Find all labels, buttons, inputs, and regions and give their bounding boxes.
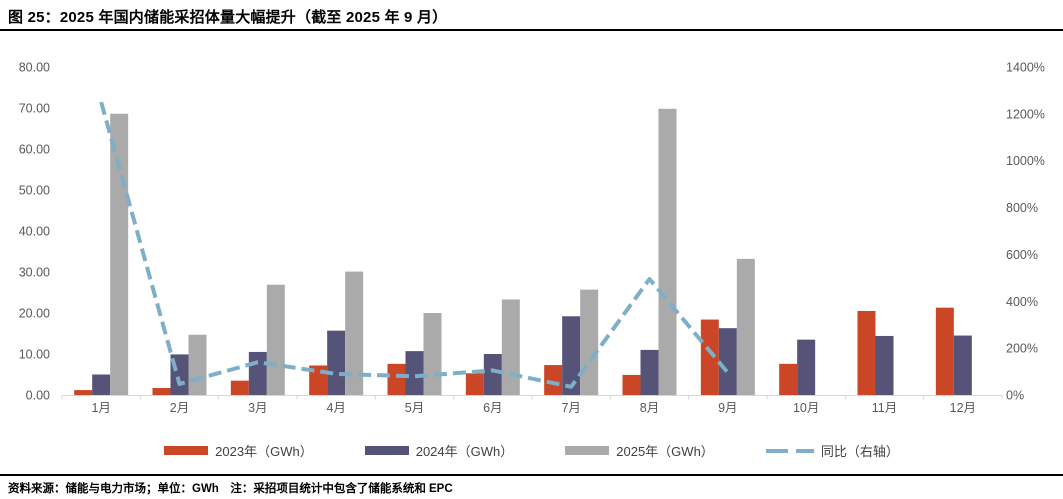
- chart-plot-area: 0.00 10.00 20.00 30.00 40.00 50.00 60.00 70.00 8…: [19, 61, 1045, 416]
- bar: [345, 271, 364, 395]
- bar: [92, 374, 111, 395]
- x-axis-category-label: 3月: [248, 401, 267, 415]
- legend-dashed-line-icon: [765, 448, 814, 453]
- y-axis-left-tick-label: 70.00: [19, 102, 50, 116]
- bar: [501, 299, 520, 395]
- x-axis-category-label: 12月: [950, 401, 976, 415]
- x-axis: 1月 2月 3月 4月 5月 6月 7月 8月 9月 10月 11月 12月: [61, 395, 1003, 415]
- y-axis-right: 0% 200% 400% 600% 800% 1000% 1200% 1400%: [1006, 61, 1045, 403]
- bar: [423, 313, 442, 395]
- legend-item-2023: 2023年（GWh）: [164, 441, 313, 460]
- y-axis-left-tick-label: 50.00: [19, 184, 50, 198]
- y-axis-left-tick-label: 20.00: [19, 307, 50, 321]
- bar: [562, 316, 581, 395]
- y-axis-right-tick-label: 1000%: [1006, 154, 1045, 168]
- legend-item-yoy: 同比（右轴）: [765, 441, 899, 460]
- x-axis-category-label: 6月: [483, 401, 502, 415]
- y-axis-left-tick-label: 60.00: [19, 143, 50, 157]
- bar: [736, 258, 755, 395]
- bar-series-1: [92, 316, 972, 395]
- legend-label-2023: 2023年（GWh）: [215, 444, 313, 459]
- legend-label-yoy: 同比（右轴）: [820, 444, 899, 459]
- bar: [622, 374, 641, 395]
- chart-title: 图 25：2025 年国内储能采招体量大幅提升（截至 2025 年 9 月）: [8, 9, 448, 26]
- y-axis-left: 0.00 10.00 20.00 30.00 40.00 50.00 60.00 70.00 8…: [19, 61, 50, 403]
- y-axis-right-tick-label: 1400%: [1006, 61, 1045, 75]
- bar: [483, 354, 502, 395]
- bar: [658, 108, 677, 395]
- bar: [797, 339, 816, 395]
- x-axis-category-label: 10月: [793, 401, 819, 415]
- y-axis-left-tick-label: 30.00: [19, 266, 50, 280]
- bar: [857, 310, 876, 395]
- title-underline: [0, 29, 1063, 31]
- y-axis-right-tick-label: 200%: [1006, 342, 1038, 356]
- y-axis-right-tick-label: 600%: [1006, 248, 1038, 262]
- bar: [700, 319, 719, 395]
- legend-label-2024: 2024年（GWh）: [415, 444, 514, 459]
- bar: [875, 335, 894, 395]
- x-axis-category-label: 2月: [170, 401, 189, 415]
- bar: [935, 307, 954, 395]
- bar: [248, 351, 267, 395]
- x-axis-category-label: 4月: [326, 401, 345, 415]
- legend-swatch-2025: [565, 446, 610, 455]
- legend-label-2025: 2025年（GWh）: [616, 444, 714, 459]
- chart-legend: 2023年（GWh） 2024年（GWh） 2025年（GWh） 同比（右轴）: [0, 441, 1063, 460]
- x-axis-category-label: 7月: [561, 401, 580, 415]
- bar: [544, 365, 563, 395]
- y-axis-right-tick-label: 0%: [1006, 389, 1024, 403]
- bar: [327, 330, 346, 395]
- x-axis-category-label: 5月: [405, 401, 424, 415]
- bar: [640, 349, 659, 395]
- x-axis-category-label: 9月: [718, 401, 737, 415]
- y-axis-left-tick-label: 80.00: [19, 61, 50, 75]
- legend-item-2024: 2024年（GWh）: [364, 441, 514, 460]
- bar: [387, 363, 406, 395]
- legend-swatch-2023: [164, 446, 209, 455]
- bar: [580, 289, 599, 395]
- legend-swatch-2024: [364, 446, 409, 455]
- x-axis-category-label: 11月: [872, 401, 897, 415]
- bar: [152, 388, 171, 395]
- bar: [188, 334, 207, 395]
- x-axis-category-label: 1月: [91, 401, 110, 415]
- legend-item-2025: 2025年（GWh）: [565, 441, 714, 460]
- y-axis-right-tick-label: 1200%: [1006, 107, 1045, 121]
- bar: [718, 328, 737, 395]
- y-axis-left-tick-label: 10.00: [19, 348, 50, 362]
- x-axis-category-label: 8月: [640, 401, 659, 415]
- y-axis-left-tick-label: 40.00: [19, 225, 50, 239]
- bar: [110, 113, 129, 396]
- y-axis-right-tick-label: 400%: [1006, 295, 1038, 309]
- y-axis-left-tick-label: 0.00: [26, 389, 50, 403]
- y-axis-right-tick-label: 800%: [1006, 201, 1038, 215]
- bar: [74, 390, 93, 395]
- bar: [779, 363, 798, 395]
- bar: [266, 284, 285, 395]
- bar: [465, 373, 484, 395]
- bar: [953, 335, 972, 395]
- bar: [405, 351, 424, 395]
- bar: [230, 380, 249, 395]
- bar-series-0: [74, 307, 954, 395]
- bar-series-2: [110, 108, 755, 396]
- source-note: 资料来源：储能与电力市场；单位：GWh 注：采招项目统计中包含了储能系统和 EP…: [0, 474, 1063, 496]
